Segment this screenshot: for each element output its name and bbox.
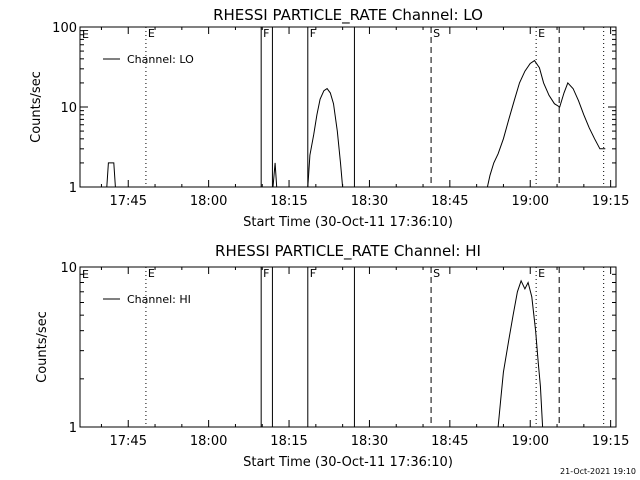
marker-label: E (148, 27, 155, 40)
marker-label: E (538, 267, 545, 280)
x-tick-label: 18:00 (190, 194, 227, 209)
x-tick-label: 19:00 (512, 434, 549, 449)
marker-label: E (538, 27, 545, 40)
marker-label: F (310, 267, 316, 280)
marker-label: F (263, 267, 269, 280)
x-tick-label: 17:45 (110, 434, 147, 449)
marker-label: E (148, 267, 155, 280)
y-tick-label: 10 (60, 101, 77, 116)
x-tick-label: 18:15 (270, 194, 307, 209)
x-tick-label: 18:15 (270, 434, 307, 449)
y-tick-label: 1 (69, 421, 77, 436)
x-tick-label: 19:00 (512, 194, 549, 209)
series-line (497, 279, 544, 428)
footer-timestamp: 21-Oct-2021 19:10 (560, 467, 636, 476)
edge-marker-label: E (82, 268, 89, 281)
panel-hi: RHESSI PARTICLE_RATE Channel: HI E F F S E E Ch… (35, 242, 629, 470)
x-tick-label: 18:30 (351, 194, 388, 209)
legend-label: Channel: LO (127, 53, 194, 66)
marker-label: F (310, 27, 316, 40)
x-tick-label: 18:45 (431, 194, 468, 209)
x-tick-label: 18:00 (190, 434, 227, 449)
panel-lo: RHESSI PARTICLE_RATE Channel: LO E F F S E E Ch… (29, 6, 629, 230)
x-tick-label: 19:15 (592, 434, 629, 449)
legend-label: Channel: HI (127, 293, 191, 306)
x-axis-title: Start Time (30-Oct-11 17:36:10) (243, 455, 453, 470)
x-tick-label: 18:30 (351, 434, 388, 449)
marker-label: S (433, 27, 440, 40)
plot-frame (79, 26, 617, 188)
x-tick-label: 17:45 (110, 194, 147, 209)
marker-label: F (263, 27, 269, 40)
edge-marker-label: E (82, 28, 89, 41)
x-axis-title: Start Time (30-Oct-11 17:36:10) (243, 215, 453, 230)
chart-title: RHESSI PARTICLE_RATE Channel: LO (213, 6, 483, 25)
plot-frame (79, 266, 617, 428)
y-tick-label: 1 (69, 181, 77, 196)
y-axis-title: Counts/sec (35, 311, 50, 383)
marker-label: S (433, 267, 440, 280)
x-tick-label: 19:15 (592, 194, 629, 209)
y-tick-label: 10 (60, 261, 77, 276)
y-axis-title: Counts/sec (29, 71, 44, 143)
x-tick-label: 18:45 (431, 434, 468, 449)
chart-title: RHESSI PARTICLE_RATE Channel: HI (215, 242, 481, 261)
series-line (106, 59, 606, 188)
y-tick-label: 100 (52, 21, 77, 36)
